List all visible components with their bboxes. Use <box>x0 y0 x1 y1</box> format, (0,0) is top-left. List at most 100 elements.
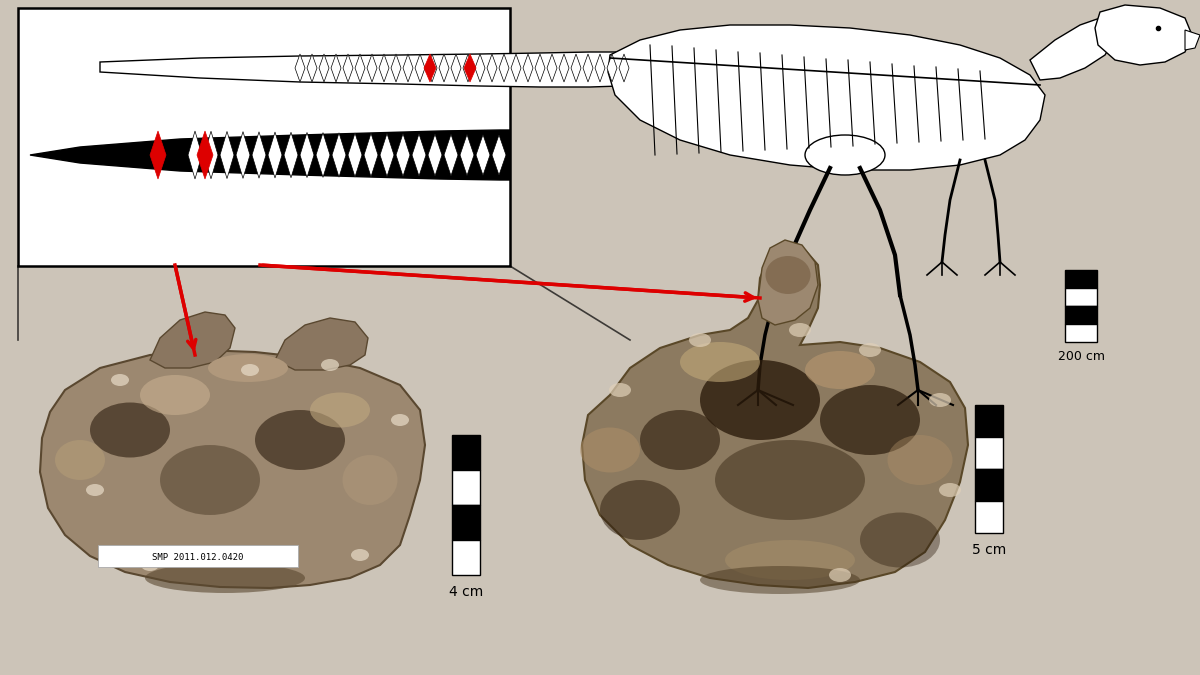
Ellipse shape <box>322 359 340 371</box>
Polygon shape <box>332 133 346 178</box>
Bar <box>974 437 1003 469</box>
Bar <box>452 505 480 540</box>
Polygon shape <box>252 132 266 178</box>
Bar <box>974 501 1003 533</box>
Polygon shape <box>379 54 389 82</box>
Polygon shape <box>307 54 317 82</box>
Polygon shape <box>100 52 635 87</box>
Polygon shape <box>583 54 593 82</box>
Polygon shape <box>30 130 510 180</box>
Ellipse shape <box>55 440 106 480</box>
Polygon shape <box>412 134 426 176</box>
Ellipse shape <box>600 480 680 540</box>
Polygon shape <box>275 318 368 370</box>
Polygon shape <box>150 312 235 368</box>
Polygon shape <box>220 132 234 179</box>
Polygon shape <box>439 54 449 82</box>
Polygon shape <box>380 134 394 177</box>
Ellipse shape <box>859 343 881 357</box>
Polygon shape <box>150 131 166 179</box>
Bar <box>1066 270 1097 288</box>
Polygon shape <box>582 248 968 588</box>
Polygon shape <box>460 134 474 176</box>
Polygon shape <box>348 133 362 177</box>
Bar <box>18 8 510 266</box>
Polygon shape <box>424 54 436 82</box>
Ellipse shape <box>310 392 370 427</box>
Polygon shape <box>403 54 413 82</box>
Polygon shape <box>444 134 458 176</box>
Ellipse shape <box>342 455 397 505</box>
Polygon shape <box>428 134 442 176</box>
Polygon shape <box>316 132 330 178</box>
Ellipse shape <box>820 385 920 455</box>
Polygon shape <box>204 131 218 179</box>
Text: SMP 2011.012.0420: SMP 2011.012.0420 <box>152 553 244 562</box>
Polygon shape <box>619 54 629 82</box>
Polygon shape <box>319 54 329 82</box>
Ellipse shape <box>700 360 820 440</box>
Polygon shape <box>499 54 509 82</box>
Polygon shape <box>559 54 569 82</box>
Polygon shape <box>607 54 617 82</box>
Ellipse shape <box>391 414 409 426</box>
Polygon shape <box>463 54 473 82</box>
Bar <box>1066 306 1097 324</box>
Ellipse shape <box>145 563 305 593</box>
Polygon shape <box>1186 30 1200 50</box>
Ellipse shape <box>940 483 961 497</box>
Polygon shape <box>427 54 437 82</box>
Polygon shape <box>608 25 1045 170</box>
Polygon shape <box>535 54 545 82</box>
Polygon shape <box>595 54 605 82</box>
Ellipse shape <box>805 351 875 389</box>
Ellipse shape <box>888 435 953 485</box>
Polygon shape <box>511 54 521 82</box>
Bar <box>452 435 480 470</box>
Polygon shape <box>295 54 305 82</box>
Polygon shape <box>1030 18 1115 80</box>
Polygon shape <box>268 132 282 178</box>
Ellipse shape <box>829 568 851 582</box>
Polygon shape <box>364 133 378 177</box>
Polygon shape <box>571 54 581 82</box>
Polygon shape <box>547 54 557 82</box>
Polygon shape <box>236 132 250 178</box>
Ellipse shape <box>352 549 370 561</box>
Polygon shape <box>487 54 497 82</box>
Ellipse shape <box>805 135 886 175</box>
Ellipse shape <box>640 410 720 470</box>
Ellipse shape <box>142 559 158 571</box>
Polygon shape <box>188 131 202 179</box>
Ellipse shape <box>689 333 710 347</box>
Polygon shape <box>343 54 353 82</box>
Bar <box>452 470 480 505</box>
Polygon shape <box>331 54 341 82</box>
Text: 4 cm: 4 cm <box>449 585 484 599</box>
Polygon shape <box>367 54 377 82</box>
Polygon shape <box>396 134 410 176</box>
Polygon shape <box>300 132 314 178</box>
Ellipse shape <box>90 402 170 458</box>
Polygon shape <box>476 134 490 176</box>
Ellipse shape <box>715 440 865 520</box>
Bar <box>1066 324 1097 342</box>
Ellipse shape <box>700 566 860 594</box>
Ellipse shape <box>580 427 640 472</box>
Polygon shape <box>523 54 533 82</box>
Polygon shape <box>758 240 818 325</box>
Bar <box>452 540 480 575</box>
Bar <box>974 405 1003 437</box>
Ellipse shape <box>860 512 940 568</box>
Ellipse shape <box>208 354 288 382</box>
Ellipse shape <box>929 393 952 407</box>
Polygon shape <box>355 54 365 82</box>
Ellipse shape <box>680 342 760 382</box>
Polygon shape <box>464 54 476 82</box>
Bar <box>974 469 1003 501</box>
Ellipse shape <box>140 375 210 415</box>
Polygon shape <box>492 135 506 176</box>
Polygon shape <box>475 54 485 82</box>
Ellipse shape <box>112 374 130 386</box>
Polygon shape <box>415 54 425 82</box>
